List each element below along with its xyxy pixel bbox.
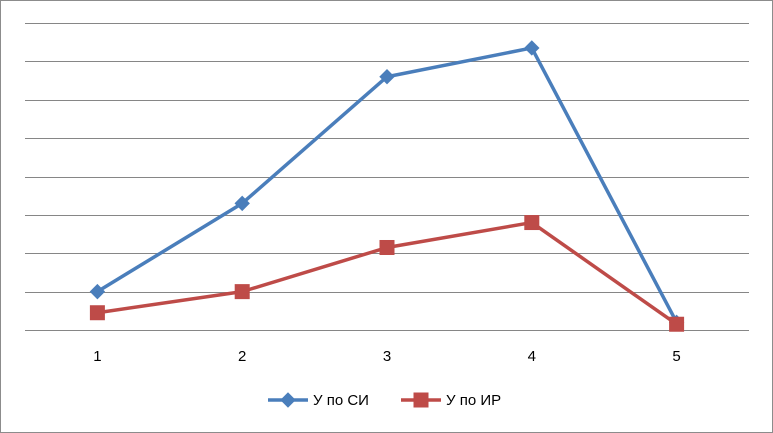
data-point-series-2: [234, 284, 250, 300]
legend-label: У по СИ: [313, 392, 369, 409]
data-point-series-1: [89, 283, 106, 300]
legend-label: У по ИР: [446, 392, 501, 409]
data-point-series-1: [379, 69, 395, 85]
series-markers: [89, 40, 685, 332]
x-tick-labels: 1 2 3 4 5: [93, 348, 681, 365]
legend-swatch-marker: [413, 392, 429, 408]
data-point-series-1: [524, 40, 540, 56]
data-point-series-2: [89, 305, 105, 321]
legend-swatch-marker: [280, 392, 296, 408]
gridlines: [25, 23, 749, 331]
legend: У по СИ У по ИР: [268, 392, 501, 409]
data-point-series-1: [234, 195, 250, 212]
series-line-1: [96, 46, 679, 324]
x-tick-label: 3: [383, 348, 391, 365]
x-tick-label: 5: [672, 348, 680, 365]
data-point-series-2: [379, 239, 395, 255]
x-tick-label: 1: [93, 348, 101, 365]
x-tick-label: 2: [238, 348, 246, 365]
data-point-series-2: [669, 316, 685, 332]
legend-entry: У по СИ: [268, 392, 369, 409]
data-point-series-2: [524, 215, 540, 231]
series-lines: [96, 46, 679, 326]
x-tick-label: 4: [528, 348, 536, 365]
legend-entry: У по ИР: [401, 392, 501, 409]
